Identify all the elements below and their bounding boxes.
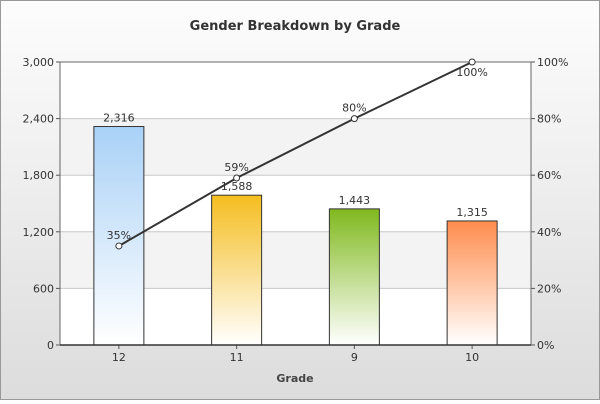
line-point	[233, 174, 241, 182]
x-axis-label: Grade	[276, 372, 313, 385]
y-axis-tick-label: 3,000	[23, 56, 55, 69]
line-point	[468, 58, 476, 66]
x-axis-tick-label: 11	[230, 351, 244, 364]
y2-axis-tick-label: 0%	[537, 339, 554, 352]
plot-area: 0 600 1,200 1,800 2,400 3,000 0% 20% 40% 60% 80% 10…	[23, 56, 569, 364]
y-axis-tick-label: 1,200	[23, 226, 55, 239]
bar-value-label: 2,316	[103, 112, 135, 125]
y-axis-tick-label: 0	[47, 339, 54, 352]
x-axis-tick-label: 10	[465, 351, 479, 364]
bar	[211, 194, 263, 346]
line-point	[115, 242, 123, 250]
bar-value-label: 1,315	[456, 206, 488, 219]
bar-value-label: 1,443	[339, 194, 371, 207]
bar	[446, 220, 498, 346]
y-axis-tick-label: 600	[33, 282, 54, 295]
line-point-label: 80%	[342, 102, 366, 115]
y-axis-tick-label: 2,400	[23, 113, 55, 126]
x-axis-tick-label: 12	[112, 351, 126, 364]
line-point-label: 35%	[107, 229, 131, 242]
y2-axis-tick-label: 100%	[537, 56, 568, 69]
y2-axis-tick-label: 40%	[537, 226, 561, 239]
chart-title: Gender Breakdown by Grade	[190, 19, 401, 34]
cumulative-line	[118, 61, 473, 247]
x-axis-tick-label: 9	[351, 351, 358, 364]
line-point	[350, 115, 358, 123]
y2-axis-tick-label: 80%	[537, 113, 561, 126]
y2-axis-tick-label: 60%	[537, 169, 561, 182]
line-point-label: 59%	[224, 161, 248, 174]
bar-value-label: 1,588	[221, 180, 253, 193]
bar	[328, 208, 380, 346]
y-axis-tick-label: 1,800	[23, 169, 55, 182]
y2-axis-tick-label: 20%	[537, 282, 561, 295]
line-point-label: 100%	[456, 66, 487, 79]
